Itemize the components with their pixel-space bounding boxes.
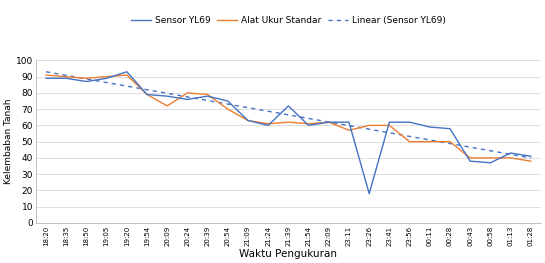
Alat Ukur Standar (386, 124, 392, 127)
Alat Ukur Standar (528, 160, 534, 163)
Linear (Sensor YL69) (427, 138, 433, 141)
Line: Linear (Sensor YL69): Linear (Sensor YL69) (46, 72, 531, 158)
Sensor YL69 (305, 124, 312, 127)
Sensor YL69 (104, 77, 110, 80)
Linear (Sensor YL69) (63, 74, 70, 77)
Linear (Sensor YL69) (366, 128, 372, 131)
Linear (Sensor YL69) (507, 153, 514, 156)
Linear (Sensor YL69) (83, 77, 90, 80)
Linear (Sensor YL69) (487, 149, 494, 152)
Alat Ukur Standar (285, 120, 292, 124)
Alat Ukur Standar (346, 129, 352, 132)
Sensor YL69 (407, 120, 413, 124)
Alat Ukur Standar (63, 75, 70, 78)
Linear (Sensor YL69) (386, 131, 392, 134)
Alat Ukur Standar (305, 122, 312, 125)
Alat Ukur Standar (487, 156, 494, 159)
Sensor YL69 (346, 120, 352, 124)
Linear (Sensor YL69) (144, 88, 150, 91)
Linear (Sensor YL69) (467, 145, 474, 149)
Linear (Sensor YL69) (225, 103, 231, 106)
Line: Alat Ukur Standar: Alat Ukur Standar (46, 75, 531, 161)
Sensor YL69 (427, 125, 433, 129)
Alat Ukur Standar (447, 140, 453, 143)
Sensor YL69 (386, 120, 392, 124)
Line: Sensor YL69: Sensor YL69 (46, 72, 531, 194)
Sensor YL69 (124, 70, 130, 73)
Alat Ukur Standar (245, 119, 251, 122)
Alat Ukur Standar (325, 120, 332, 124)
Linear (Sensor YL69) (305, 117, 312, 120)
Alat Ukur Standar (366, 124, 372, 127)
Sensor YL69 (447, 127, 453, 130)
Sensor YL69 (204, 95, 211, 98)
Sensor YL69 (144, 93, 150, 96)
Alat Ukur Standar (164, 104, 171, 108)
Alat Ukur Standar (83, 77, 90, 80)
Sensor YL69 (467, 160, 474, 163)
Alat Ukur Standar (407, 140, 413, 143)
Alat Ukur Standar (225, 108, 231, 111)
Sensor YL69 (487, 161, 494, 164)
Sensor YL69 (528, 155, 534, 158)
Alat Ukur Standar (124, 73, 130, 77)
Linear (Sensor YL69) (447, 142, 453, 145)
X-axis label: Waktu Pengukuran: Waktu Pengukuran (239, 249, 337, 259)
Sensor YL69 (184, 98, 191, 101)
Alat Ukur Standar (467, 156, 474, 159)
Sensor YL69 (285, 104, 292, 108)
Alat Ukur Standar (427, 140, 433, 143)
Linear (Sensor YL69) (43, 70, 50, 73)
Alat Ukur Standar (507, 156, 514, 159)
Sensor YL69 (507, 151, 514, 155)
Linear (Sensor YL69) (325, 120, 332, 124)
Linear (Sensor YL69) (204, 99, 211, 102)
Sensor YL69 (225, 99, 231, 103)
Linear (Sensor YL69) (528, 156, 534, 159)
Linear (Sensor YL69) (346, 124, 352, 127)
Sensor YL69 (325, 120, 332, 124)
Linear (Sensor YL69) (245, 106, 251, 109)
Linear (Sensor YL69) (184, 95, 191, 98)
Linear (Sensor YL69) (285, 113, 292, 117)
Sensor YL69 (245, 119, 251, 122)
Alat Ukur Standar (265, 122, 271, 125)
Sensor YL69 (63, 77, 70, 80)
Linear (Sensor YL69) (104, 81, 110, 84)
Y-axis label: Kelembaban Tanah: Kelembaban Tanah (4, 99, 13, 184)
Legend: Sensor YL69, Alat Ukur Standar, Linear (Sensor YL69): Sensor YL69, Alat Ukur Standar, Linear (… (131, 16, 446, 25)
Linear (Sensor YL69) (124, 85, 130, 88)
Sensor YL69 (164, 95, 171, 98)
Sensor YL69 (83, 80, 90, 83)
Sensor YL69 (366, 192, 372, 195)
Sensor YL69 (43, 77, 50, 80)
Alat Ukur Standar (144, 93, 150, 96)
Alat Ukur Standar (43, 73, 50, 77)
Linear (Sensor YL69) (407, 135, 413, 138)
Linear (Sensor YL69) (265, 110, 271, 113)
Sensor YL69 (265, 124, 271, 127)
Linear (Sensor YL69) (164, 92, 171, 95)
Alat Ukur Standar (104, 75, 110, 78)
Alat Ukur Standar (204, 93, 211, 96)
Alat Ukur Standar (184, 91, 191, 94)
